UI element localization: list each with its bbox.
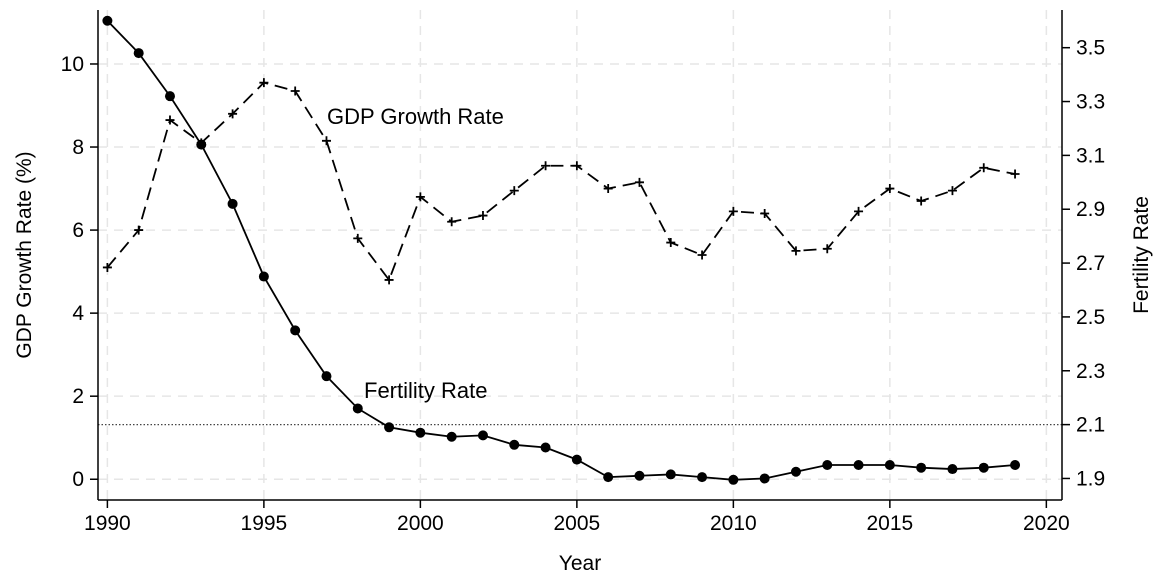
y2-tick-label: 1.9 xyxy=(1076,467,1105,490)
fertility-data-point xyxy=(1010,460,1021,470)
y2-tick-label: 2.5 xyxy=(1076,306,1105,329)
gdp-data-point xyxy=(572,161,582,171)
gdp-data-point xyxy=(634,177,644,187)
fertility-data-point xyxy=(571,454,582,465)
series-layer xyxy=(102,15,1021,485)
fertility-data-point xyxy=(697,472,708,483)
fertility-data-point xyxy=(321,371,332,382)
fertility-data-point xyxy=(258,271,269,282)
gdp-data-point xyxy=(760,208,770,218)
gdp-data-point xyxy=(509,186,519,196)
y2-axis-title: Fertility Rate xyxy=(1130,196,1153,314)
y-tick-label: 4 xyxy=(72,302,84,325)
fertility-data-point xyxy=(978,462,989,473)
gdp-data-point xyxy=(603,184,613,194)
x-tick-label: 2000 xyxy=(397,512,444,535)
y2-tick-label: 3.5 xyxy=(1076,37,1105,60)
gdp-data-point xyxy=(165,115,175,125)
fertility-data-point xyxy=(415,427,426,438)
y-tick-label: 0 xyxy=(72,468,84,491)
fertility-data-point xyxy=(477,430,488,441)
gdp-data-point xyxy=(854,206,864,216)
gdp-data-point xyxy=(791,246,801,256)
fertility-data-point xyxy=(884,460,895,470)
fertility-data-point xyxy=(196,139,207,150)
x-tick-label: 2005 xyxy=(554,512,601,535)
fertility-series xyxy=(102,15,1021,485)
fertility-data-point xyxy=(634,470,645,481)
y-tick-label: 2 xyxy=(72,385,84,408)
fertility-data-point xyxy=(947,464,958,475)
gdp-data-point xyxy=(728,206,738,216)
gdp-data-point xyxy=(822,244,832,254)
fertility-series-label: Fertility Rate xyxy=(364,378,487,403)
x-tick-label: 2010 xyxy=(710,512,757,535)
y2-tick-label: 3.1 xyxy=(1076,144,1105,167)
y2-tick-label: 2.1 xyxy=(1076,414,1105,437)
y2-tick-label: 2.9 xyxy=(1076,198,1105,221)
fertility-data-point xyxy=(509,439,520,450)
fertility-data-point xyxy=(665,469,676,480)
gdp-series-line xyxy=(106,81,1016,282)
y-axis-title: GDP Growth Rate (%) xyxy=(13,151,36,358)
axes xyxy=(90,10,1070,508)
y2-tick-label: 2.7 xyxy=(1076,252,1105,275)
y2-tick-label: 3.3 xyxy=(1076,91,1105,114)
fertility-data-point xyxy=(728,474,739,485)
gdp-data-point xyxy=(1010,169,1020,179)
x-tick-label: 2015 xyxy=(866,512,913,535)
y-tick-label: 10 xyxy=(61,53,84,76)
gdp-data-point xyxy=(134,225,144,235)
fertility-data-point xyxy=(540,442,551,453)
gdp-data-point xyxy=(102,262,112,272)
fertility-series-line xyxy=(106,20,1016,481)
fertility-data-point xyxy=(446,431,457,442)
gdp-data-point xyxy=(384,275,394,285)
fertility-data-point xyxy=(759,473,770,484)
gdp-series xyxy=(102,78,1020,285)
gdp-data-point xyxy=(916,196,926,206)
x-tick-label: 1990 xyxy=(84,512,131,535)
gdp-data-point xyxy=(666,238,676,248)
gdp-data-point xyxy=(979,163,989,173)
gdp-data-point xyxy=(228,109,238,119)
tick-labels: 1990 1995 2000 2005 2010 2015 2020 0 2 4 6 8 10 1.9 2.… xyxy=(61,37,1106,535)
fertility-data-point xyxy=(853,460,864,470)
gdp-data-point xyxy=(478,211,488,221)
grid xyxy=(98,10,1062,500)
gdp-data-point xyxy=(415,192,425,202)
y-tick-label: 8 xyxy=(72,136,84,159)
gdp-data-point xyxy=(290,86,300,96)
gdp-data-point xyxy=(697,250,707,260)
fertility-data-point xyxy=(102,15,113,26)
gdp-data-point xyxy=(885,184,895,194)
gdp-series-label: GDP Growth Rate xyxy=(327,104,504,129)
gdp-data-point xyxy=(947,186,957,196)
fertility-data-point xyxy=(227,198,238,209)
fertility-data-point xyxy=(133,48,144,59)
gdp-data-point xyxy=(447,217,457,227)
fertility-data-point xyxy=(790,466,801,477)
gdp-data-point xyxy=(541,161,551,171)
fertility-data-point xyxy=(384,422,395,433)
gdp-data-point xyxy=(353,233,363,243)
y2-tick-label: 2.3 xyxy=(1076,360,1105,383)
x-tick-label: 2020 xyxy=(1023,512,1070,535)
fertility-data-point xyxy=(352,403,363,414)
gdp-data-point xyxy=(321,136,331,146)
x-tick-label: 1995 xyxy=(241,512,288,535)
fertility-data-point xyxy=(603,472,614,483)
gdp-data-point xyxy=(259,78,269,88)
x-axis-title: Year xyxy=(559,552,601,575)
fertility-data-point xyxy=(822,460,833,470)
fertility-data-point xyxy=(916,462,927,473)
y-tick-label: 6 xyxy=(72,219,84,242)
fertility-data-point xyxy=(290,325,301,336)
fertility-data-point xyxy=(164,91,175,102)
